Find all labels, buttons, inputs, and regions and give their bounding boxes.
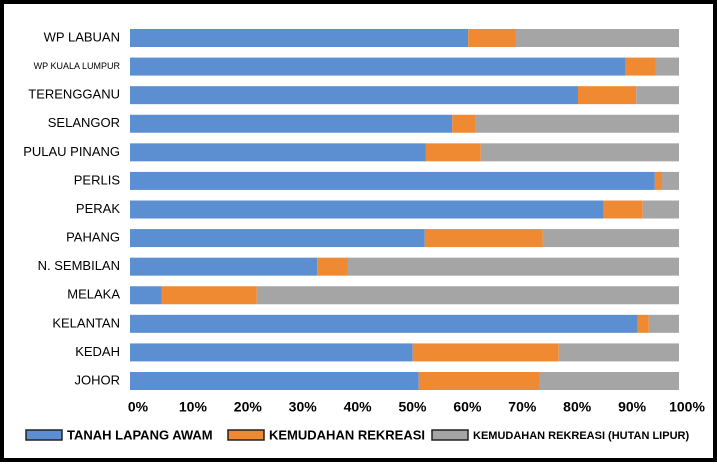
- x-tick-label: 100%: [669, 399, 705, 415]
- y-tick-label: N. SEMBILAN: [38, 258, 120, 273]
- bar-segment: [257, 286, 679, 304]
- x-tick-label: 10%: [179, 399, 208, 415]
- y-tick-label: PULAU PINANG: [23, 144, 120, 159]
- bar-segment: [559, 343, 679, 361]
- legend-swatch: [432, 430, 468, 440]
- bar-segment: [476, 115, 679, 133]
- bar-segment: [130, 372, 419, 390]
- y-tick-label: MELAKA: [67, 287, 120, 302]
- bar-segment: [419, 372, 539, 390]
- y-tick-label: WP KUALA LUMPUR: [34, 61, 121, 71]
- bar-segment: [626, 58, 656, 76]
- y-tick-label: KELANTAN: [52, 315, 120, 330]
- y-tick-label: WP LABUAN: [44, 29, 120, 44]
- y-tick-label: PERLIS: [74, 172, 121, 187]
- bar-segment: [539, 372, 679, 390]
- bar-segment: [317, 258, 348, 276]
- y-tick-label: JOHOR: [75, 372, 121, 387]
- bar-segment: [130, 286, 162, 304]
- bar-segment: [638, 315, 649, 333]
- bar-segment: [543, 229, 679, 247]
- y-tick-label: PAHANG: [66, 230, 120, 245]
- y-tick-label: SELANGOR: [48, 115, 120, 130]
- bar-segment: [130, 29, 468, 47]
- bar-segment: [130, 315, 638, 333]
- legend-swatch: [228, 430, 264, 440]
- legend-label: TANAH LAPANG AWAM: [67, 427, 213, 442]
- x-tick-label: 60%: [453, 399, 482, 415]
- x-tick-label: 90%: [618, 399, 647, 415]
- bar-segment: [130, 172, 655, 190]
- bar-segment: [130, 258, 317, 276]
- bar-segment: [662, 172, 679, 190]
- y-tick-label: KEDAH: [75, 344, 120, 359]
- bar-segment: [636, 86, 679, 104]
- chart: WP LABUAN WP KUALA LUMPUR TERENGGANU SELANG…: [0, 0, 717, 462]
- bar-segment: [516, 29, 679, 47]
- bar-segment: [130, 143, 426, 161]
- bar-segment: [130, 115, 452, 133]
- bar-segment: [656, 58, 679, 76]
- x-tick-label: 30%: [289, 399, 318, 415]
- bar-segment: [413, 343, 559, 361]
- bar-segment: [643, 201, 679, 219]
- x-tick-label: 40%: [344, 399, 373, 415]
- bar-segment: [468, 29, 516, 47]
- bar-segment: [130, 343, 413, 361]
- bar-segment: [130, 86, 578, 104]
- bar-segment: [348, 258, 679, 276]
- bar-segment: [578, 86, 636, 104]
- y-tick-label: TERENGGANU: [28, 87, 120, 102]
- bar-segment: [452, 115, 476, 133]
- x-tick-label: 70%: [508, 399, 537, 415]
- x-tick-label: 0%: [128, 399, 149, 415]
- y-tick-label: PERAK: [76, 201, 120, 216]
- legend-swatch: [26, 430, 62, 440]
- bar-segment: [649, 315, 679, 333]
- x-tick-label: 50%: [398, 399, 427, 415]
- bar-segment: [655, 172, 662, 190]
- bar-segment: [130, 229, 425, 247]
- bar-segment: [162, 286, 257, 304]
- bar-segment: [426, 143, 481, 161]
- legend-label: KEMUDAHAN REKREASI: [269, 427, 425, 442]
- bar-segment: [425, 229, 543, 247]
- x-tick-label: 80%: [563, 399, 592, 415]
- bar-segment: [481, 143, 679, 161]
- bar-segment: [130, 58, 626, 76]
- legend-label: KEMUDAHAN REKREASI (HUTAN LIPUR): [473, 430, 689, 442]
- bar-segment: [130, 201, 604, 219]
- x-tick-label: 20%: [234, 399, 263, 415]
- bar-segment: [604, 201, 643, 219]
